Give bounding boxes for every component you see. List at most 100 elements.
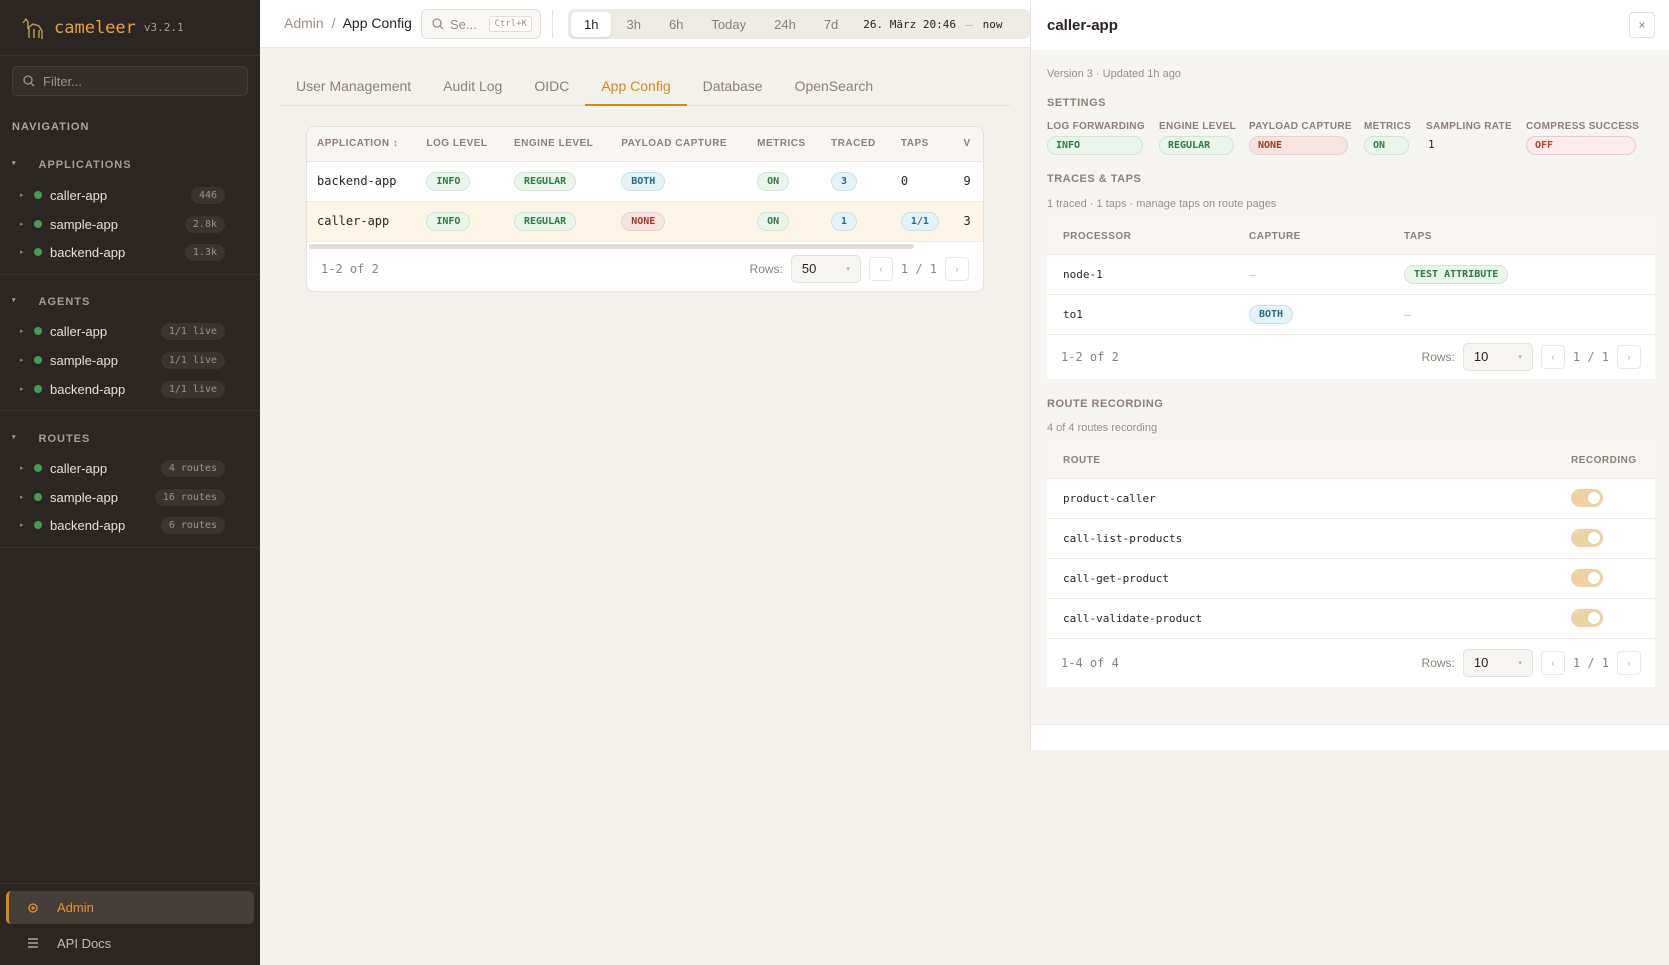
- range-to[interactable]: now: [982, 17, 1003, 31]
- rows-per-page-select[interactable]: 10 ▾: [1462, 342, 1533, 371]
- close-button[interactable]: ×: [1629, 12, 1655, 38]
- item-label: caller-app: [50, 323, 108, 339]
- setting-sampling-rate[interactable]: SAMPLING RATE 1: [1426, 121, 1512, 151]
- chevron-down-icon: ▾: [12, 160, 17, 167]
- count-badge: 1.3k: [184, 243, 225, 261]
- search-button[interactable]: Se... Ctrl+K: [421, 9, 541, 39]
- tab-audit-log[interactable]: Audit Log: [443, 78, 503, 94]
- divider: [0, 410, 260, 411]
- cell-taps: 0: [890, 161, 954, 202]
- routes-meta: 4 of 4 routes recording: [1047, 422, 1158, 434]
- status-dot: [34, 385, 42, 393]
- sidebar-item-api-docs[interactable]: API Docs: [6, 929, 254, 957]
- table-row: call-list-products: [1047, 518, 1655, 559]
- next-page-button[interactable]: ›: [1617, 650, 1641, 675]
- recording-toggle[interactable]: [1571, 529, 1603, 547]
- rows-per-page-select[interactable]: 10 ▾: [1462, 648, 1533, 677]
- sidebar-app-backend-app[interactable]: ▸ backend-app 1.3k: [20, 240, 225, 264]
- log-level-badge: INFO: [426, 211, 471, 231]
- sidebar-routes-sample-app[interactable]: ▸ sample-app 16 routes: [20, 485, 225, 509]
- tab-user-management[interactable]: User Management: [296, 78, 412, 94]
- panel-header: caller-app: [1031, 0, 1669, 50]
- engine-level-badge: REGULAR: [514, 171, 577, 191]
- next-page-button[interactable]: ›: [945, 256, 969, 281]
- status-dot: [34, 220, 42, 228]
- range-today[interactable]: Today: [711, 16, 747, 32]
- search-label: Se...: [450, 16, 477, 32]
- tab-opensearch[interactable]: OpenSearch: [794, 78, 874, 94]
- section-title: ROUTES: [38, 433, 91, 445]
- setting-payload-capture[interactable]: PAYLOAD CAPTURE NONE: [1249, 121, 1352, 155]
- range-1h[interactable]: 1h: [571, 11, 612, 37]
- tab-oidc[interactable]: OIDC: [534, 78, 570, 94]
- section-agents[interactable]: ▾ AGENTS: [12, 296, 90, 308]
- sidebar-agent-caller-app[interactable]: ▸ caller-app 1/1 live: [20, 319, 225, 343]
- next-page-button[interactable]: ›: [1617, 344, 1641, 369]
- chevron-down-icon: ▾: [12, 297, 17, 304]
- sidebar-agent-sample-app[interactable]: ▸ sample-app 1/1 live: [20, 348, 225, 372]
- table-row[interactable]: to1 BOTH —: [1047, 294, 1655, 335]
- range-24h[interactable]: 24h: [774, 16, 796, 32]
- item-label: backend-app: [50, 244, 126, 260]
- sidebar-app-caller-app[interactable]: ▸ caller-app 446: [20, 183, 225, 207]
- cell-route: product-caller: [1047, 478, 1555, 519]
- logo[interactable]: cameleer v3.2.1: [0, 0, 260, 56]
- rows-per-page-select[interactable]: 50 ▾: [790, 254, 861, 283]
- filter-input[interactable]: Filter...: [12, 66, 248, 96]
- routes-pagination: 1-4 of 4 Rows: 10 ▾ ‹ 1 / 1 ›: [1047, 639, 1655, 687]
- page-indicator: 1 / 1: [1572, 349, 1609, 364]
- traces-pagination: 1-2 of 2 Rows: 10 ▾ ‹ 1 / 1 ›: [1047, 335, 1655, 379]
- table-row[interactable]: caller-app INFO REGULAR NONE ON 1 1/1 3: [307, 201, 983, 242]
- tab-app-config[interactable]: App Config: [585, 70, 687, 106]
- setting-log-forwarding[interactable]: LOG FORWARDING INFO: [1047, 121, 1145, 155]
- setting-label: LOG FORWARDING: [1047, 121, 1145, 132]
- recording-toggle[interactable]: [1571, 569, 1603, 587]
- sidebar-agent-backend-app[interactable]: ▸ backend-app 1/1 live: [20, 377, 225, 401]
- table-row: call-get-product: [1047, 558, 1655, 599]
- setting-metrics[interactable]: METRICS ON: [1364, 121, 1411, 155]
- camel-logo-icon: [22, 17, 43, 39]
- col-engine-level: ENGINE LEVEL: [504, 127, 612, 162]
- range-6h[interactable]: 6h: [668, 16, 684, 32]
- col-application[interactable]: APPLICATION ↕: [307, 127, 417, 162]
- sidebar-routes-caller-app[interactable]: ▸ caller-app 4 routes: [20, 456, 225, 480]
- cell-capture: —: [1233, 254, 1388, 295]
- sidebar-routes-backend-app[interactable]: ▸ backend-app 6 routes: [20, 513, 225, 537]
- item-label: API Docs: [57, 935, 112, 951]
- setting-label: COMPRESS SUCCESS: [1526, 121, 1640, 132]
- breadcrumb: Admin / App Config: [284, 15, 412, 31]
- routes-badge: 6 routes: [160, 516, 225, 534]
- menu-icon: [28, 938, 38, 948]
- range-3h[interactable]: 3h: [626, 16, 641, 32]
- search-icon: [23, 75, 35, 87]
- col-capture: CAPTURE: [1233, 220, 1388, 255]
- rows-label: Rows:: [1421, 655, 1455, 670]
- tab-database[interactable]: Database: [702, 78, 763, 94]
- table-row[interactable]: backend-app INFO REGULAR BOTH ON 3 0 9: [307, 161, 983, 202]
- divider: [0, 883, 260, 884]
- cell-application: backend-app: [307, 161, 417, 202]
- setting-compress-success[interactable]: COMPRESS SUCCESS OFF: [1526, 121, 1640, 155]
- horizontal-scrollbar[interactable]: [309, 243, 914, 249]
- prev-page-button[interactable]: ‹: [868, 256, 893, 281]
- section-routes[interactable]: ▾ ROUTES: [12, 433, 90, 445]
- table-row[interactable]: node-1— TEST ATTRIBUTE: [1047, 254, 1655, 295]
- routes-table: ROUTE RECORDING product-caller call-list-…: [1047, 444, 1655, 687]
- shortcut-hint: Ctrl+K: [489, 16, 532, 32]
- range-from[interactable]: 26. März 20:46: [863, 17, 956, 31]
- chevron-down-icon: ▾: [846, 265, 850, 273]
- sidebar-item-admin[interactable]: Admin: [6, 891, 254, 924]
- section-applications[interactable]: ▾ APPLICATIONS: [12, 159, 132, 171]
- breadcrumb-admin[interactable]: Admin: [284, 15, 324, 31]
- chevron-right-icon: ▸: [20, 357, 24, 364]
- prev-page-button[interactable]: ‹: [1540, 344, 1565, 369]
- range-7d[interactable]: 7d: [823, 16, 839, 32]
- recording-toggle[interactable]: [1571, 609, 1603, 627]
- sidebar-app-sample-app[interactable]: ▸ sample-app 2.8k: [20, 212, 225, 236]
- table-pagination: 1-2 of 2 Rows: 50 ▾ ‹ 1 / 1 ›: [307, 249, 983, 289]
- setting-engine-level[interactable]: ENGINE LEVEL REGULAR: [1159, 121, 1236, 155]
- status-dot: [34, 191, 42, 199]
- log-level-badge: INFO: [426, 171, 471, 191]
- prev-page-button[interactable]: ‹: [1540, 650, 1565, 675]
- recording-toggle[interactable]: [1571, 489, 1603, 507]
